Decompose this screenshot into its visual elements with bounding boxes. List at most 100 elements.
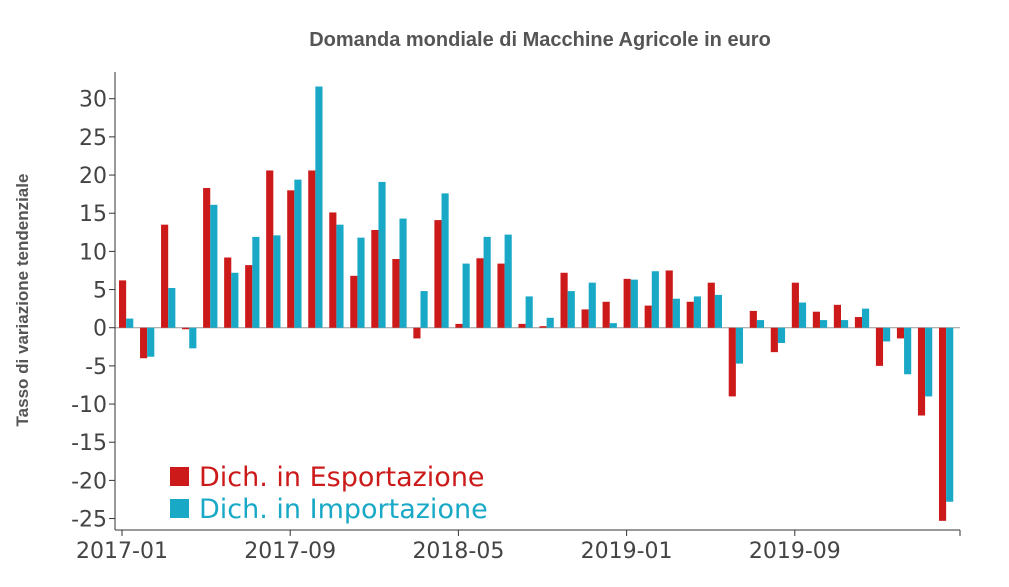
bar-import-2019-12 <box>862 308 870 328</box>
bar-export-2017-09 <box>287 190 295 328</box>
y-tick-label: 20 <box>79 164 107 189</box>
y-axis: 30 25 20 15 10 5 0 -5 -10 -15 -20 -25 <box>71 72 116 533</box>
bar-export-2018-03 <box>413 327 421 339</box>
y-tick-label: 15 <box>79 202 107 227</box>
bar-import-2019-09 <box>798 302 807 328</box>
bar-import-2019-10 <box>819 320 828 328</box>
bar-export-2017-10 <box>308 170 316 328</box>
x-tick-label: 2019-01 <box>581 539 673 564</box>
x-axis: 2017-01 2017-09 2018-05 2019-01 2019-09 <box>76 529 961 564</box>
bar-import-2020-01 <box>883 327 891 342</box>
bar-export-2018-08 <box>518 323 526 328</box>
bar-import-2017-04 <box>189 327 197 349</box>
bar-export-2020-01 <box>875 327 884 366</box>
y-tick-label: -15 <box>71 431 107 456</box>
bar-export-2019-03 <box>665 270 673 328</box>
bar-import-2017-09 <box>294 179 302 328</box>
bar-import-2017-10 <box>315 86 323 328</box>
x-tick-label: 2017-09 <box>244 539 336 564</box>
bar-export-2019-09 <box>791 282 799 328</box>
bar-export-2017-07 <box>245 265 253 328</box>
bars-group <box>119 86 954 521</box>
bar-import-2019-05 <box>714 294 722 328</box>
bar-export-2019-02 <box>644 305 652 328</box>
bar-import-2018-07 <box>504 234 512 328</box>
bar-import-2018-04 <box>441 193 449 328</box>
bar-import-2018-11 <box>588 282 596 328</box>
bar-import-2019-01 <box>630 279 638 328</box>
bar-export-2018-06 <box>476 258 484 328</box>
bar-export-2017-03 <box>161 224 169 328</box>
bar-export-2018-01 <box>371 230 379 328</box>
bar-import-2018-12 <box>609 323 617 328</box>
bar-import-2018-08 <box>525 296 533 328</box>
x-tick-label: 2018-05 <box>412 539 504 564</box>
bar-import-2017-07 <box>252 236 260 328</box>
bar-import-2018-05 <box>462 263 470 328</box>
bar-export-2020-02 <box>896 327 905 339</box>
bar-import-2019-08 <box>777 327 786 343</box>
bar-export-2019-06 <box>728 327 736 397</box>
bar-export-2018-12 <box>602 301 610 328</box>
bar-export-2017-02 <box>140 327 148 359</box>
bar-export-2019-05 <box>707 282 715 328</box>
y-tick-label: -20 <box>71 469 107 494</box>
bar-export-2019-11 <box>833 304 841 328</box>
y-tick-label: -5 <box>85 355 107 380</box>
bar-import-2017-06 <box>231 272 239 328</box>
y-tick-label: 25 <box>79 126 107 151</box>
bar-export-2018-05 <box>455 323 463 328</box>
bar-import-2019-03 <box>672 298 680 328</box>
bar-import-2018-02 <box>399 218 407 328</box>
legend-label-import: Dich. in Importazione <box>199 494 488 525</box>
bar-import-2018-09 <box>546 317 554 328</box>
bar-export-2017-11 <box>329 212 337 328</box>
y-tick-label: 10 <box>79 240 107 265</box>
legend-swatch-export <box>170 467 189 486</box>
bar-import-2017-03 <box>168 288 176 328</box>
bar-export-2019-08 <box>770 327 778 353</box>
bar-import-2017-11 <box>336 224 344 328</box>
bar-import-2018-01 <box>378 181 386 328</box>
bar-import-2017-12 <box>357 237 365 328</box>
bar-export-2019-07 <box>749 310 757 328</box>
chart-title: Domanda mondiale di Macchine Agricole in… <box>309 29 771 51</box>
legend-swatch-import <box>170 499 189 518</box>
legend-label-export: Dich. in Esportazione <box>199 462 485 493</box>
bar-export-2019-12 <box>854 317 863 328</box>
bar-export-2020-04 <box>938 327 947 521</box>
y-tick-label: -10 <box>71 393 107 418</box>
bar-export-2019-01 <box>623 278 631 328</box>
bar-import-2017-08 <box>273 235 281 328</box>
bar-import-2019-07 <box>756 320 765 328</box>
y-tick-label: -25 <box>71 508 107 533</box>
bar-import-2020-02 <box>904 327 912 375</box>
y-axis-label: Tasso di variazione tendenziale <box>13 174 32 427</box>
bar-import-2020-03 <box>925 327 933 397</box>
bar-import-2019-02 <box>651 271 659 328</box>
bar-export-2019-10 <box>812 311 820 328</box>
bar-export-2018-04 <box>434 220 442 328</box>
bar-export-2017-05 <box>203 188 211 328</box>
bar-export-2017-06 <box>224 257 232 328</box>
bar-export-2017-01 <box>119 280 127 328</box>
bar-export-2019-04 <box>686 301 694 328</box>
x-tick-label: 2017-01 <box>76 539 168 564</box>
bar-import-2019-11 <box>841 320 849 328</box>
bar-export-2018-10 <box>560 272 568 328</box>
y-tick-label: 0 <box>93 317 107 342</box>
bar-import-2017-01 <box>126 318 134 328</box>
bar-import-2020-04 <box>946 327 954 502</box>
bar-import-2018-06 <box>483 236 491 328</box>
bar-export-2018-11 <box>581 309 589 328</box>
bar-export-2018-07 <box>497 263 505 328</box>
bar-export-2017-04 <box>182 327 190 330</box>
bar-import-2017-05 <box>210 204 218 328</box>
bar-import-2017-02 <box>147 327 155 357</box>
y-tick-label: 5 <box>93 279 107 304</box>
x-tick-label: 2019-09 <box>749 539 841 564</box>
bar-export-2017-08 <box>266 170 274 328</box>
bar-import-2019-06 <box>735 327 744 364</box>
